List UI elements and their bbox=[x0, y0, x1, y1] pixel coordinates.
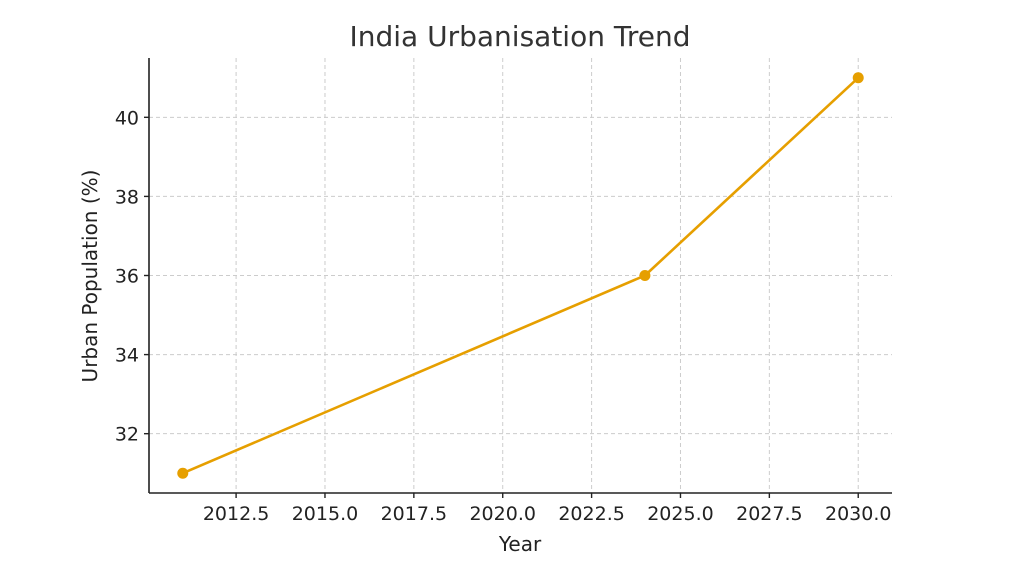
x-tick-label: 2012.5 bbox=[203, 503, 269, 525]
x-tick-label: 2025.0 bbox=[647, 503, 713, 525]
chart-title: India Urbanisation Trend bbox=[350, 20, 691, 53]
x-tick-label: 2022.5 bbox=[558, 503, 624, 525]
x-tick-label: 2030.0 bbox=[825, 503, 891, 525]
y-tick-label: 40 bbox=[115, 107, 139, 129]
y-tick-label: 32 bbox=[115, 424, 139, 446]
data-point bbox=[852, 72, 864, 84]
x-tick-label: 2027.5 bbox=[736, 503, 802, 525]
y-tick-label: 38 bbox=[115, 186, 139, 208]
y-tick-label: 34 bbox=[115, 345, 139, 367]
data-point bbox=[639, 270, 651, 281]
x-tick-label: 2015.0 bbox=[292, 503, 358, 525]
y-tick-label: 36 bbox=[115, 266, 139, 288]
y-axis-label: Urban Population (%) bbox=[78, 170, 102, 383]
x-ticks: 2012.5 2015.0 2017.5 2020.0 2022.5 2025.0 2027… bbox=[203, 493, 891, 525]
x-tick-label: 2017.5 bbox=[381, 503, 447, 525]
x-tick-label: 2020.0 bbox=[469, 503, 535, 525]
y-ticks: 32 34 36 38 40 bbox=[115, 107, 149, 446]
data-point bbox=[177, 467, 189, 479]
series-layer bbox=[177, 72, 864, 479]
grid bbox=[149, 58, 892, 493]
x-axis-label: Year bbox=[498, 532, 542, 556]
